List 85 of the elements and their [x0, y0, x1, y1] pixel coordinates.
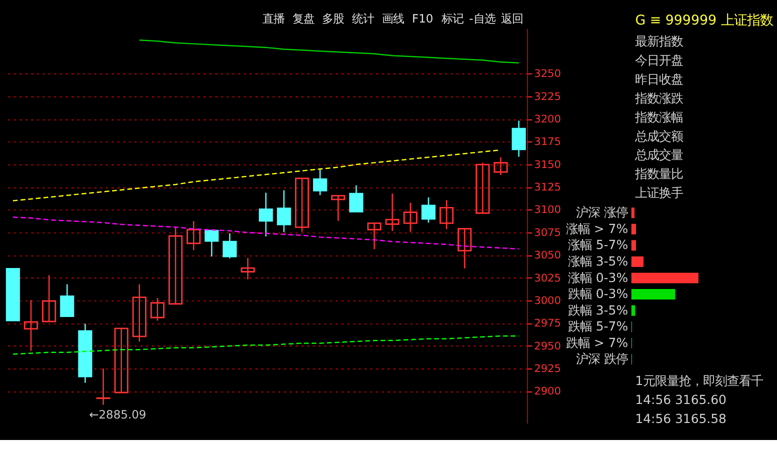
candlestick	[385, 193, 400, 232]
text: 上证换手	[635, 185, 684, 200]
text: 指数涨幅	[634, 109, 684, 124]
annotation: ←2885.09	[89, 407, 146, 422]
y-tick-label: 3075	[534, 226, 561, 239]
candlestick	[294, 178, 310, 232]
text: 总成交量	[634, 147, 684, 162]
text: 14:56 3165.58	[635, 411, 727, 426]
y-tick-label: 涨幅 0-3%	[568, 270, 628, 285]
bar	[631, 305, 636, 316]
line-series	[138, 40, 520, 64]
text: 今日开盘	[635, 52, 684, 68]
candlestick	[476, 162, 490, 214]
y-tick-label: 2975	[534, 318, 561, 330]
y-tick-label: 跌幅 3-5%	[568, 302, 628, 318]
candlestick	[96, 368, 110, 406]
text: 直播	[262, 12, 285, 26]
candlestick	[132, 284, 146, 342]
bar	[631, 256, 644, 267]
text: 画线	[382, 12, 404, 26]
candlestick	[114, 328, 128, 394]
candlestick	[367, 222, 382, 250]
candlestick	[403, 202, 418, 232]
text: 1元限量抢，即刻查看千	[635, 372, 764, 388]
y-tick-label: 2950	[534, 340, 561, 352]
text: 指数涨跌	[634, 90, 684, 106]
y-tick-label: 3100	[534, 204, 561, 216]
line-series	[12, 335, 520, 355]
bar	[631, 240, 636, 251]
text: 统计	[352, 12, 374, 26]
y-tick-label: 3225	[534, 90, 561, 103]
text: F10	[412, 12, 434, 26]
text: 返回	[501, 12, 524, 26]
candlestick	[240, 257, 255, 280]
text: -自选	[469, 12, 496, 26]
bar	[631, 224, 636, 234]
y-tick-label: 涨幅 > 7%	[566, 220, 628, 236]
candlestick	[313, 168, 328, 196]
bar	[631, 288, 676, 300]
bar	[631, 208, 634, 218]
y-tick-label: 3175	[534, 136, 561, 148]
y-tick-label: 2900	[534, 386, 561, 398]
y-tick-label: 3050	[534, 250, 561, 262]
text: 14:56 3165.60	[635, 392, 727, 407]
candlestick	[24, 299, 38, 352]
candlestick	[512, 120, 526, 158]
candlestick	[331, 194, 346, 222]
y-tick-label: 涨幅 5-7%	[568, 237, 628, 252]
y-tick-label: 3125	[534, 182, 561, 194]
y-tick-label: 跌幅 > 7%	[566, 334, 628, 350]
y-tick-label: 3150	[534, 158, 561, 171]
candlestick	[42, 274, 56, 322]
y-tick-label: 3000	[534, 294, 561, 307]
candlestick	[258, 192, 273, 237]
candlestick	[440, 199, 454, 230]
y-tick-label: 跌幅 5-7%	[568, 318, 628, 334]
candlestick	[168, 226, 183, 305]
line-series	[12, 216, 520, 250]
candlestick	[60, 284, 74, 318]
text: 总成交额	[634, 128, 684, 144]
y-tick-label: 沪深 跌停	[576, 351, 628, 366]
candlestick	[276, 190, 291, 233]
y-tick-label: 3200	[534, 113, 561, 126]
text: 指数量比	[634, 166, 684, 182]
y-tick-label: 跌幅 0-3%	[568, 286, 628, 302]
candlestick	[421, 196, 436, 224]
text: 最新指数	[635, 34, 684, 49]
chart-title: G ≡ 999999 上证指数	[635, 14, 773, 29]
y-tick-label: 3025	[534, 272, 561, 284]
candlestick	[458, 228, 472, 270]
y-tick-label: 3250	[534, 68, 561, 80]
candlestick	[494, 156, 508, 176]
y-tick-label: 沪深 涨停	[576, 204, 628, 220]
text: 标记	[440, 12, 464, 26]
candlestick	[204, 229, 219, 258]
text: 多股	[322, 12, 344, 26]
candlestick	[150, 297, 165, 322]
candlestick	[349, 184, 364, 212]
y-tick-label: 2925	[534, 363, 561, 376]
y-tick-label: 涨幅 3-5%	[568, 254, 628, 269]
candlestick	[186, 220, 201, 251]
candlestick	[222, 232, 237, 259]
bar	[631, 272, 698, 284]
text: 昨日收盘	[635, 71, 684, 86]
text: 复盘	[292, 12, 314, 26]
